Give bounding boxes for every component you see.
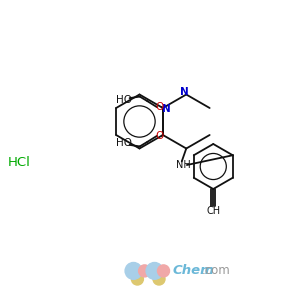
Text: O: O <box>155 131 164 141</box>
Text: HO: HO <box>116 95 132 105</box>
Text: Chem: Chem <box>172 264 214 278</box>
Text: O: O <box>155 102 164 112</box>
Circle shape <box>146 262 163 279</box>
Text: N: N <box>162 104 171 115</box>
Circle shape <box>158 265 169 277</box>
Text: N: N <box>180 87 189 97</box>
Circle shape <box>153 273 165 285</box>
Text: CH: CH <box>206 206 220 216</box>
Text: .com: .com <box>202 264 231 278</box>
Circle shape <box>131 273 143 285</box>
Text: NH: NH <box>176 160 190 170</box>
Text: HO: HO <box>116 138 132 148</box>
Text: HCl: HCl <box>8 155 31 169</box>
Circle shape <box>139 265 151 277</box>
Circle shape <box>125 262 142 279</box>
